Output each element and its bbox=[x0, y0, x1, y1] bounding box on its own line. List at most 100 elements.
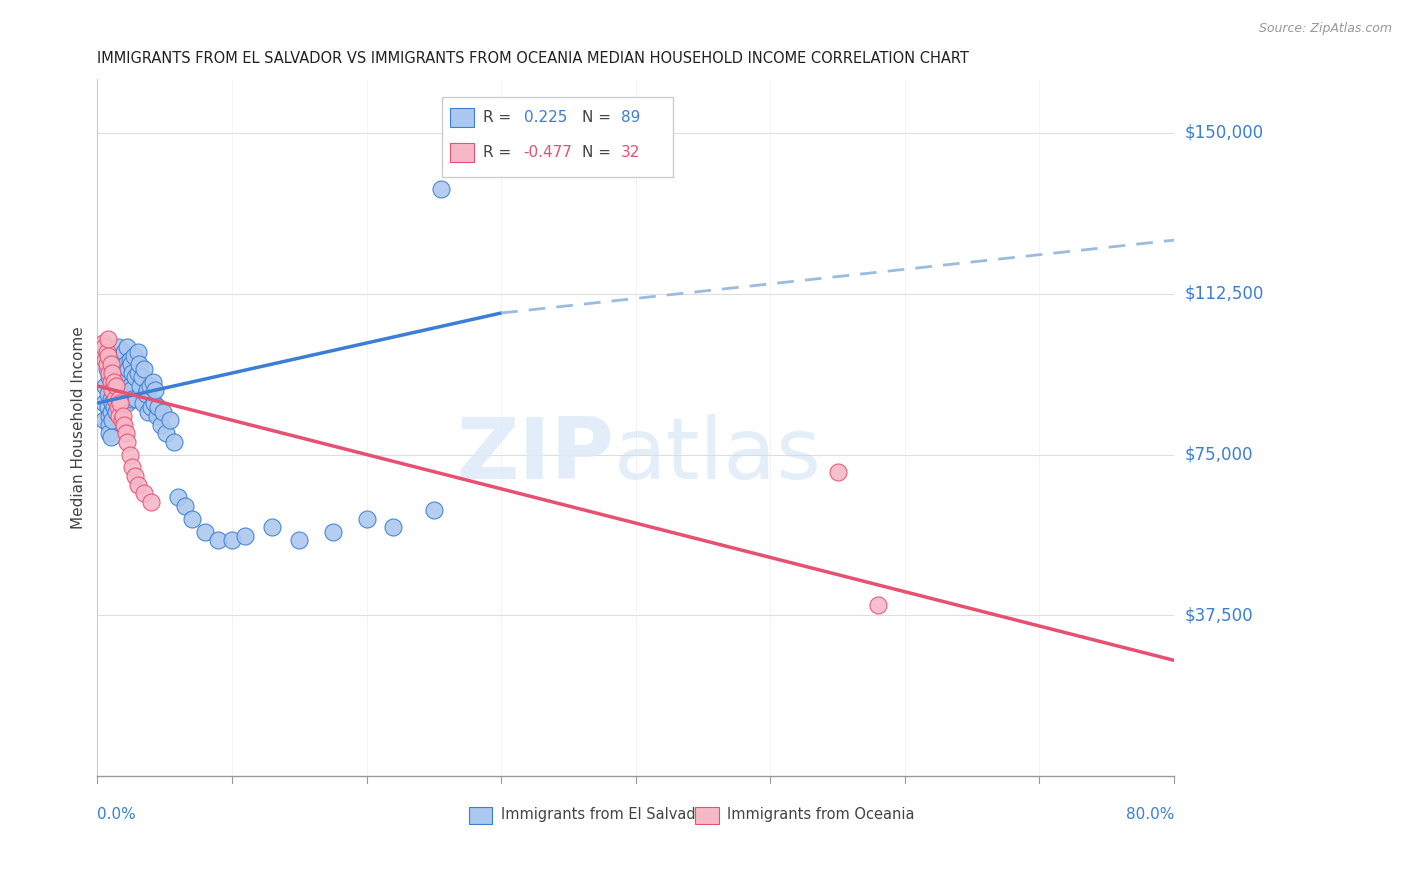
Point bbox=[101, 375, 124, 389]
Point bbox=[105, 379, 128, 393]
Point bbox=[124, 469, 146, 483]
FancyBboxPatch shape bbox=[450, 143, 474, 162]
Point bbox=[173, 499, 195, 513]
Point bbox=[124, 370, 146, 384]
Point bbox=[103, 383, 125, 397]
Point bbox=[107, 396, 129, 410]
Point bbox=[141, 494, 163, 508]
Point bbox=[288, 533, 311, 548]
Point bbox=[163, 434, 186, 449]
Point bbox=[100, 392, 122, 406]
Text: N =: N = bbox=[582, 111, 610, 125]
Point bbox=[112, 392, 135, 406]
Point bbox=[91, 336, 114, 351]
Point bbox=[96, 358, 118, 372]
Point bbox=[110, 375, 132, 389]
Point bbox=[155, 426, 177, 441]
Point bbox=[93, 413, 115, 427]
Point bbox=[115, 434, 138, 449]
Point bbox=[103, 401, 125, 415]
Point bbox=[115, 396, 138, 410]
Point bbox=[104, 379, 127, 393]
Point bbox=[122, 349, 145, 363]
Point bbox=[115, 340, 138, 354]
Point bbox=[141, 375, 163, 389]
Point bbox=[107, 370, 129, 384]
Text: IMMIGRANTS FROM EL SALVADOR VS IMMIGRANTS FROM OCEANIA MEDIAN HOUSEHOLD INCOME C: IMMIGRANTS FROM EL SALVADOR VS IMMIGRANT… bbox=[97, 51, 969, 66]
Point bbox=[866, 598, 889, 612]
Point bbox=[100, 358, 122, 372]
Text: R =: R = bbox=[482, 145, 510, 160]
Point bbox=[108, 409, 131, 423]
Point bbox=[104, 392, 127, 406]
Point bbox=[105, 387, 128, 401]
Point bbox=[423, 503, 446, 517]
Point bbox=[101, 366, 124, 380]
Point bbox=[382, 520, 405, 534]
Point bbox=[136, 383, 159, 397]
Point bbox=[100, 375, 122, 389]
Point bbox=[221, 533, 243, 548]
Point bbox=[97, 401, 120, 415]
Point bbox=[143, 383, 166, 397]
Text: Source: ZipAtlas.com: Source: ZipAtlas.com bbox=[1258, 22, 1392, 36]
Text: -0.477: -0.477 bbox=[523, 145, 572, 160]
Point bbox=[262, 520, 284, 534]
Point bbox=[100, 404, 122, 418]
Point bbox=[118, 448, 141, 462]
FancyBboxPatch shape bbox=[450, 108, 474, 128]
Point bbox=[100, 430, 122, 444]
Point bbox=[107, 340, 129, 354]
Point bbox=[97, 332, 120, 346]
Point bbox=[103, 358, 125, 372]
Point bbox=[149, 417, 172, 432]
Point bbox=[127, 366, 149, 380]
Point bbox=[108, 353, 131, 368]
Point bbox=[97, 349, 120, 363]
Point bbox=[145, 409, 167, 423]
Point bbox=[112, 366, 135, 380]
Text: $112,500: $112,500 bbox=[1185, 285, 1264, 302]
Point bbox=[98, 417, 121, 432]
Point bbox=[105, 366, 128, 380]
Point bbox=[94, 379, 117, 393]
Point bbox=[110, 387, 132, 401]
Point bbox=[131, 370, 153, 384]
FancyBboxPatch shape bbox=[695, 806, 718, 824]
Point bbox=[134, 486, 156, 500]
Point bbox=[139, 379, 162, 393]
Point bbox=[108, 392, 131, 406]
Point bbox=[827, 465, 849, 479]
Point bbox=[96, 344, 118, 359]
Point bbox=[235, 529, 257, 543]
Point bbox=[141, 401, 163, 415]
Point bbox=[98, 370, 121, 384]
Point bbox=[114, 426, 136, 441]
Y-axis label: Median Household Income: Median Household Income bbox=[72, 326, 86, 529]
Point bbox=[110, 349, 132, 363]
Point bbox=[159, 413, 181, 427]
Point bbox=[120, 383, 142, 397]
Point bbox=[167, 491, 190, 505]
Point bbox=[127, 344, 149, 359]
Point bbox=[117, 361, 139, 376]
Point bbox=[132, 396, 155, 410]
Point bbox=[93, 396, 115, 410]
Point bbox=[98, 426, 121, 441]
Point bbox=[107, 401, 129, 415]
Point bbox=[96, 361, 118, 376]
FancyBboxPatch shape bbox=[468, 806, 492, 824]
Point bbox=[128, 358, 150, 372]
Point bbox=[97, 387, 120, 401]
Point bbox=[152, 404, 174, 418]
Point bbox=[101, 383, 124, 397]
Text: atlas: atlas bbox=[614, 414, 823, 497]
Point bbox=[110, 361, 132, 376]
Point bbox=[110, 396, 132, 410]
Text: N =: N = bbox=[582, 145, 610, 160]
Text: $150,000: $150,000 bbox=[1185, 124, 1264, 142]
FancyBboxPatch shape bbox=[441, 96, 673, 177]
Point bbox=[93, 340, 115, 354]
Point bbox=[101, 396, 124, 410]
Text: Immigrants from Oceania: Immigrants from Oceania bbox=[727, 807, 915, 822]
